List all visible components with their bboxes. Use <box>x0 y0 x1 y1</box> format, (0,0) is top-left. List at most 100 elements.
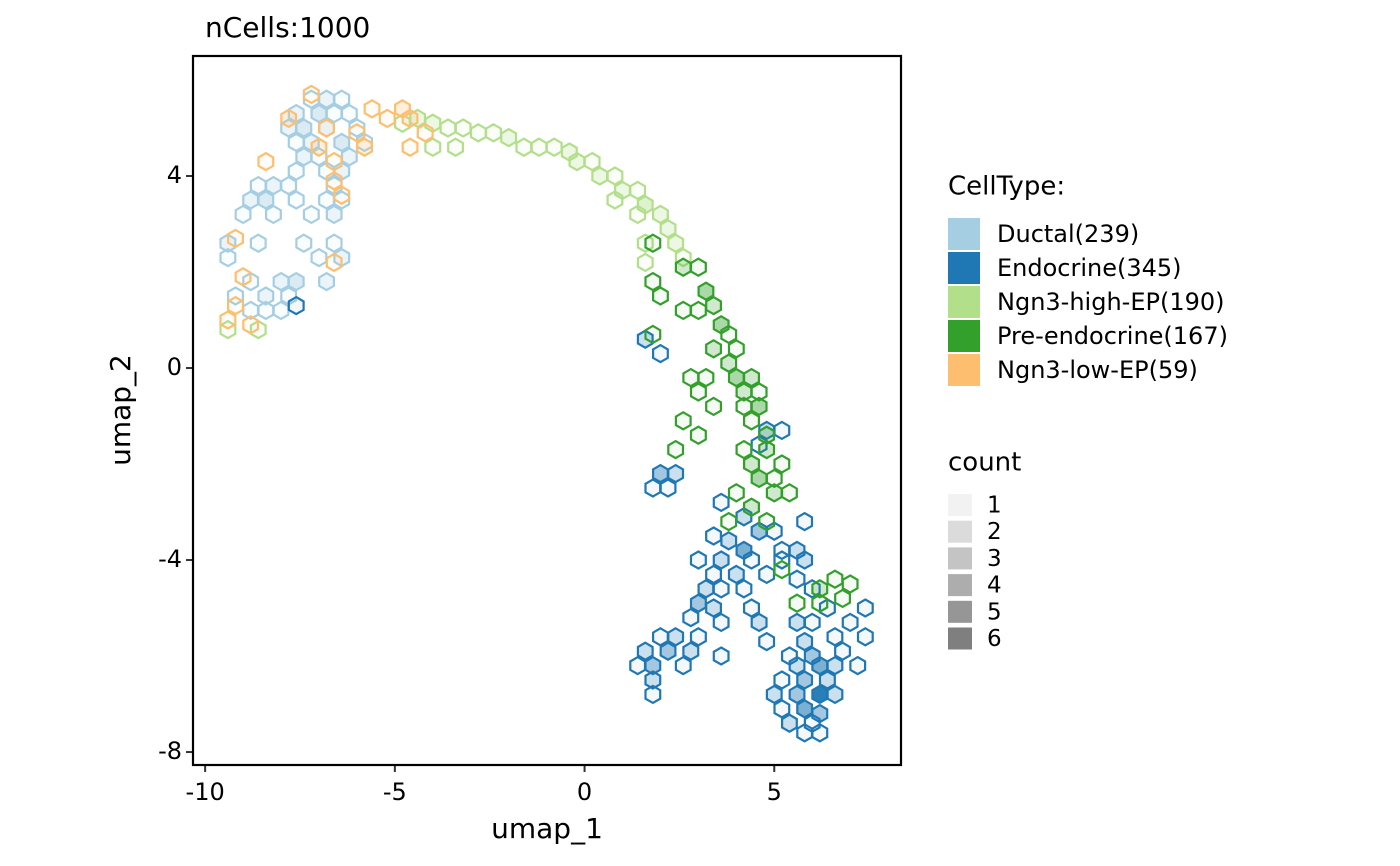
hexbin <box>796 550 814 570</box>
hexbin <box>401 137 419 157</box>
hexbin <box>780 713 798 733</box>
hexbin <box>811 655 829 676</box>
hexbin <box>644 670 662 690</box>
hexbin <box>515 137 533 157</box>
hexbin <box>644 478 662 498</box>
count-label: 6 <box>987 626 1002 652</box>
hexbin <box>742 550 761 570</box>
hexbin <box>340 147 358 167</box>
hexbin <box>318 190 335 210</box>
hexbin <box>811 723 829 743</box>
hexbin <box>727 367 745 388</box>
chart-title: nCells:1000 <box>205 11 370 44</box>
hexbin <box>667 233 685 253</box>
hexbin <box>674 411 692 431</box>
hexbin <box>705 564 723 585</box>
count-label: 1 <box>987 493 1002 519</box>
hexbin <box>712 492 730 513</box>
hexbin <box>325 151 343 172</box>
hexbin <box>302 84 320 105</box>
hexbin <box>826 569 844 589</box>
legend-title: CellType: <box>948 172 1065 202</box>
hexbin <box>689 550 707 570</box>
hexbin <box>750 612 768 633</box>
hexbin <box>500 127 518 148</box>
hexbin <box>318 271 335 292</box>
y-tick-label: 0 <box>167 353 182 381</box>
hexbin <box>287 132 305 153</box>
hexbin <box>720 353 738 373</box>
hexbin <box>242 190 260 210</box>
hexbin <box>834 588 852 609</box>
hexbin <box>788 569 806 589</box>
hexbin <box>773 559 791 580</box>
hexbin <box>682 367 700 388</box>
hexbin <box>378 108 396 129</box>
hexbin <box>773 420 791 441</box>
hexbin <box>363 99 381 119</box>
count-swatch <box>948 600 972 623</box>
hexbin <box>583 151 601 172</box>
hexbin <box>659 478 677 498</box>
count-swatch <box>948 547 972 570</box>
hexbin <box>265 204 282 225</box>
hexbin <box>629 204 647 225</box>
count-label: 2 <box>987 519 1002 545</box>
hexbin <box>333 185 351 205</box>
hexbin <box>780 483 798 503</box>
hexbin <box>318 89 335 109</box>
hexbin <box>773 670 791 690</box>
hexbin <box>720 511 738 532</box>
legend-swatch <box>948 286 980 318</box>
hexbin <box>689 382 707 402</box>
hexbin <box>758 631 776 652</box>
hexbin <box>295 233 313 253</box>
hexbin <box>249 233 267 253</box>
hexbin <box>242 315 260 335</box>
hexbin <box>758 439 776 460</box>
hexbin <box>712 550 730 570</box>
hexbin <box>356 137 373 157</box>
hexbin <box>424 137 442 157</box>
legend-label: Ngn3-high-EP(190) <box>997 288 1224 316</box>
hexbin <box>287 190 305 210</box>
count-label: 3 <box>987 546 1002 572</box>
y-tick-label: -4 <box>158 545 182 573</box>
hexbin <box>265 175 282 196</box>
hexbin <box>234 267 252 287</box>
hexbin <box>735 579 753 599</box>
hexbin <box>849 655 867 676</box>
hexbin <box>667 627 685 647</box>
x-tick-label: -5 <box>383 778 407 806</box>
legend-label: Endocrine(345) <box>997 254 1182 282</box>
hexbin <box>568 151 586 172</box>
hexbin <box>257 286 275 306</box>
hexbin <box>310 247 328 268</box>
y-axis-label: umap_2 <box>104 354 137 466</box>
hexbin <box>765 468 783 489</box>
hexbin <box>651 463 669 484</box>
hexbin <box>257 151 275 172</box>
hexbin <box>234 204 252 225</box>
hexbin <box>705 526 723 546</box>
hexbin <box>629 180 647 201</box>
hexbin <box>705 295 723 316</box>
hexbin <box>689 593 707 613</box>
hexbin <box>272 271 290 292</box>
hexbin <box>705 396 723 417</box>
hexbin <box>325 252 343 273</box>
hexbin <box>705 598 723 618</box>
legend-label: Ngn3-low-EP(59) <box>997 356 1198 384</box>
hexbin <box>773 454 791 474</box>
hexbin <box>697 367 715 388</box>
hexbin <box>727 483 745 503</box>
hexbin <box>644 684 662 705</box>
hexbin <box>287 161 305 181</box>
hexbin <box>788 593 806 613</box>
x-tick-label: 0 <box>577 778 592 806</box>
hexbin <box>485 123 502 143</box>
hexbin <box>333 132 351 153</box>
count-swatch <box>948 494 972 516</box>
hexbin <box>796 670 814 690</box>
